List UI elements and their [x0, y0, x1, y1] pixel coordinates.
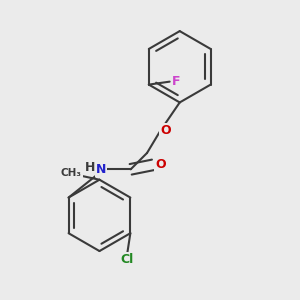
Text: O: O — [155, 158, 166, 171]
Text: N: N — [96, 163, 106, 176]
Text: CH₃: CH₃ — [61, 168, 82, 178]
Text: F: F — [172, 75, 180, 88]
Text: Cl: Cl — [121, 254, 134, 266]
Text: O: O — [160, 124, 171, 137]
Text: H: H — [85, 161, 96, 174]
